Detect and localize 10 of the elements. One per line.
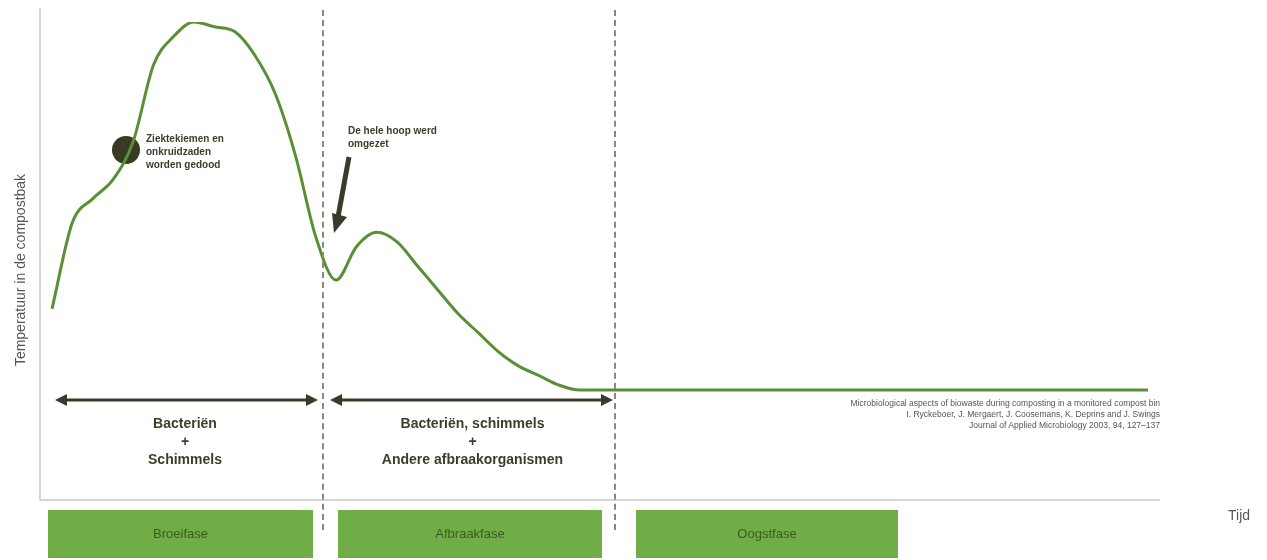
annotation: Ziektekiemen en onkruidzaden worden gedood xyxy=(146,132,225,171)
annotation: Bacteriën, schimmels + Andere afbraakorganismen xyxy=(380,414,565,469)
annotation: Microbiological aspects of biowaste during composting in a monitored compost bin I. Ryckeboer, J. Mergaert, J. Coosemans, K. Deprins and J. Swings Journal of Applied Microbiology 2003, 94, 127–137 xyxy=(849,398,1160,432)
annotation: De hele hoop werd omgezet xyxy=(348,124,438,150)
y-axis-title: Temperatuur in de compostbak xyxy=(12,173,28,367)
text: Broeifase xyxy=(48,510,313,558)
text: Afbraakfase xyxy=(338,510,602,558)
x-axis-title: Tijd xyxy=(1228,507,1251,523)
text: Oogstfase xyxy=(636,510,898,558)
annotation: Bacteriën + Schimmels xyxy=(147,414,223,469)
